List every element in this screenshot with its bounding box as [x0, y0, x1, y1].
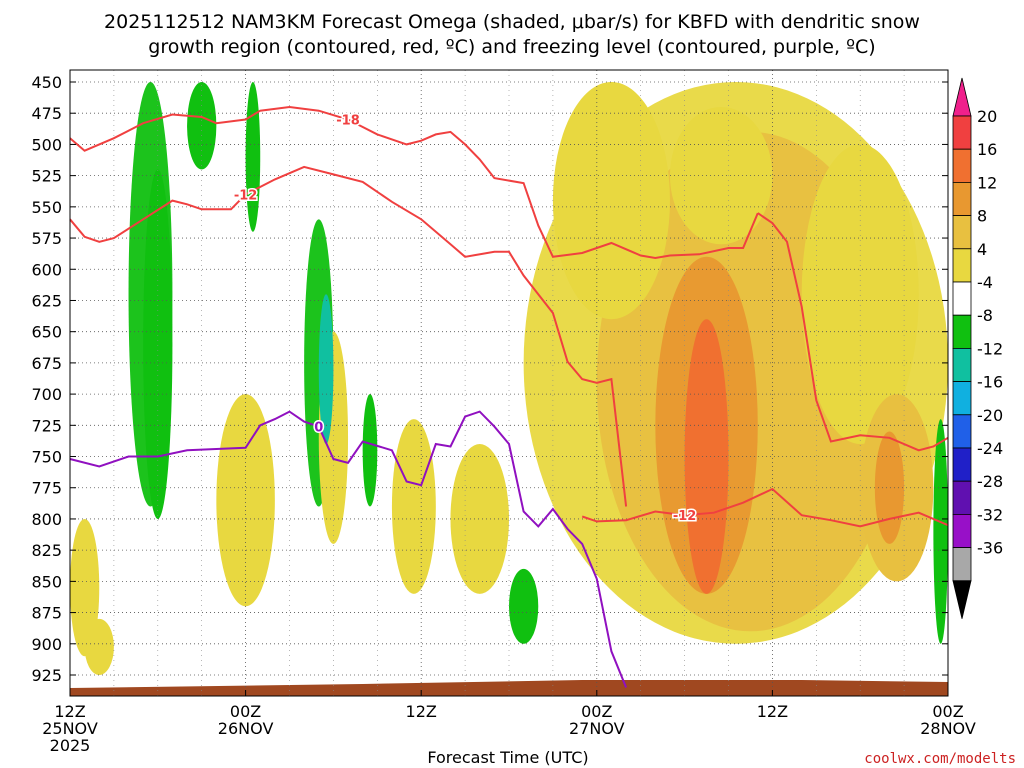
colorbar-segment — [952, 514, 972, 549]
colorbar-top-arrow — [952, 77, 972, 117]
colorbar-label: -24 — [977, 439, 1003, 458]
y-tick-label: 850 — [31, 572, 62, 591]
x-tick-label: 00Z — [230, 702, 261, 721]
contour--12-c-isotherm-upper- — [69, 165, 628, 507]
colorbar-label: -12 — [977, 339, 1003, 358]
contour-label: 0 — [314, 421, 323, 436]
x-tick-label: 27NOV — [569, 719, 625, 738]
colorbar-label: 12 — [977, 173, 997, 192]
colorbar-segment — [952, 547, 972, 582]
omega-blob — [552, 82, 670, 320]
y-tick-label: 675 — [31, 354, 62, 373]
omega-blob — [874, 431, 905, 544]
colorbar-segment — [952, 381, 972, 416]
colorbar-segment — [952, 115, 972, 150]
y-tick-label: 875 — [31, 604, 62, 623]
colorbar-label: -8 — [977, 306, 993, 325]
omega-blob — [450, 444, 509, 594]
x-tick-label: 12Z — [54, 702, 85, 721]
colorbar-segment — [952, 447, 972, 482]
x-tick-label: 00Z — [932, 702, 963, 721]
x-tick-label: 00Z — [581, 702, 612, 721]
colorbar-label: -32 — [977, 505, 1003, 524]
y-tick-label: 600 — [31, 260, 62, 279]
y-tick-label: 575 — [31, 229, 62, 248]
y-axis: 450 475 500 525 550 575 600 625 650 675 700 725 750 7… — [31, 73, 948, 685]
y-tick-label: 650 — [31, 323, 62, 342]
omega-shading — [70, 70, 949, 696]
y-tick-label: 750 — [31, 448, 62, 467]
x-tick-label: 25NOV — [42, 719, 98, 738]
omega-blob — [933, 419, 949, 644]
y-tick-label: 475 — [31, 104, 62, 123]
colorbar-label: 20 — [977, 107, 997, 126]
contour-label: -12 — [234, 188, 258, 203]
colorbar-bottom-arrow — [952, 580, 972, 619]
contour-0-c-freezing-level — [69, 410, 628, 688]
colorbar-label: -20 — [977, 406, 1003, 425]
y-tick-label: 625 — [31, 291, 62, 310]
chart-title-line2: growth region (contoured, red, ºC) and f… — [148, 36, 875, 58]
y-tick-label: 925 — [31, 666, 62, 685]
plot-frame — [69, 69, 949, 697]
omega-blob — [509, 568, 539, 644]
colorbar-segment — [952, 181, 972, 216]
y-tick-label: 525 — [31, 167, 62, 186]
x-tick-label: 26NOV — [218, 719, 274, 738]
colorbar-label: -28 — [977, 472, 1003, 491]
x-tick-label: 12Z — [406, 702, 437, 721]
y-tick-label: 450 — [31, 73, 62, 92]
chart-title-line1: 2025112512 NAM3KM Forecast Omega (shaded… — [104, 11, 920, 33]
omega-blob — [362, 394, 378, 507]
colorbar-segment — [952, 314, 972, 349]
omega-blob — [245, 81, 261, 232]
colorbar-segment — [952, 281, 972, 316]
contour-label: -12 — [673, 509, 697, 524]
colorbar-segment — [952, 414, 972, 449]
colorbar-label: 4 — [977, 240, 987, 259]
y-tick-label: 500 — [31, 135, 62, 154]
colorbar: 20 16 12 8 4 -4 -8 -12 -16 -20 -24 -28 -32 -36 — [952, 77, 1003, 619]
x-tick-label: 28NOV — [920, 719, 976, 738]
colorbar-segment — [952, 347, 972, 382]
x-tick-label: 2025 — [50, 736, 91, 755]
contour--18-c-isotherm — [69, 105, 759, 260]
omega-blob — [84, 618, 114, 675]
colorbar-segment — [952, 480, 972, 515]
colorbar-segment — [952, 148, 972, 183]
y-tick-label: 550 — [31, 198, 62, 217]
y-tick-label: 725 — [31, 416, 62, 435]
y-tick-label: 700 — [31, 385, 62, 404]
omega-blob — [801, 144, 919, 445]
omega-blob — [70, 518, 100, 657]
omega-blob — [216, 394, 275, 607]
omega-blob — [143, 169, 173, 519]
contour--12-c-isotherm-lower- — [581, 487, 949, 528]
y-tick-label: 800 — [31, 510, 62, 529]
omega-blob — [669, 106, 773, 245]
colorbar-label: 8 — [977, 207, 987, 226]
colorbar-segment — [952, 215, 972, 250]
contour-lines: -18 -12 -12 0 — [69, 105, 949, 688]
y-tick-label: 900 — [31, 635, 62, 654]
colorbar-label: -16 — [977, 373, 1003, 392]
y-tick-label: 825 — [31, 541, 62, 560]
terrain-strip — [70, 680, 948, 696]
colorbar-label: 16 — [977, 140, 997, 159]
colorbar-segment — [952, 248, 972, 283]
colorbar-label: -4 — [977, 273, 993, 292]
colorbar-label: -36 — [977, 539, 1003, 558]
credit-text: coolwx.com/modelts — [864, 751, 1016, 767]
y-tick-label: 775 — [31, 479, 62, 498]
contour--12-c-isotherm-right- — [757, 212, 949, 452]
x-axis-title: Forecast Time (UTC) — [427, 748, 588, 767]
x-tick-label: 12Z — [757, 702, 788, 721]
contour-label: -18 — [336, 113, 360, 128]
omega-blob — [391, 419, 436, 594]
